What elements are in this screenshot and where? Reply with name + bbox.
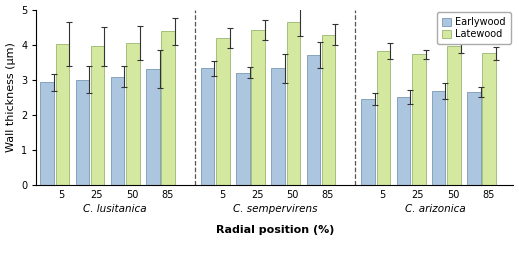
Bar xyxy=(467,92,481,185)
Bar xyxy=(271,68,285,185)
Bar xyxy=(377,51,390,185)
Bar xyxy=(412,54,426,185)
Bar xyxy=(483,53,496,185)
Text: C. arizonica: C. arizonica xyxy=(405,204,466,214)
Bar xyxy=(286,22,300,185)
Bar xyxy=(76,80,89,185)
Text: C. sempervirens: C. sempervirens xyxy=(233,204,317,214)
Y-axis label: Wall thickness (μm): Wall thickness (μm) xyxy=(6,42,16,152)
Bar xyxy=(161,31,175,185)
Bar xyxy=(56,44,69,185)
Bar xyxy=(216,38,230,185)
Legend: Earlywood, Latewood: Earlywood, Latewood xyxy=(436,13,511,44)
Bar xyxy=(307,55,320,185)
Bar xyxy=(126,43,140,185)
Bar xyxy=(146,69,159,185)
Bar xyxy=(236,73,250,185)
X-axis label: Radial position (%): Radial position (%) xyxy=(216,224,334,235)
Bar xyxy=(91,46,104,185)
Bar xyxy=(40,82,54,185)
Bar xyxy=(397,97,410,185)
Text: C. lusitanica: C. lusitanica xyxy=(83,204,146,214)
Bar xyxy=(447,46,461,185)
Bar xyxy=(111,77,125,185)
Bar xyxy=(322,35,335,185)
Bar xyxy=(361,99,375,185)
Bar xyxy=(251,30,265,185)
Bar xyxy=(201,68,214,185)
Bar xyxy=(432,91,445,185)
